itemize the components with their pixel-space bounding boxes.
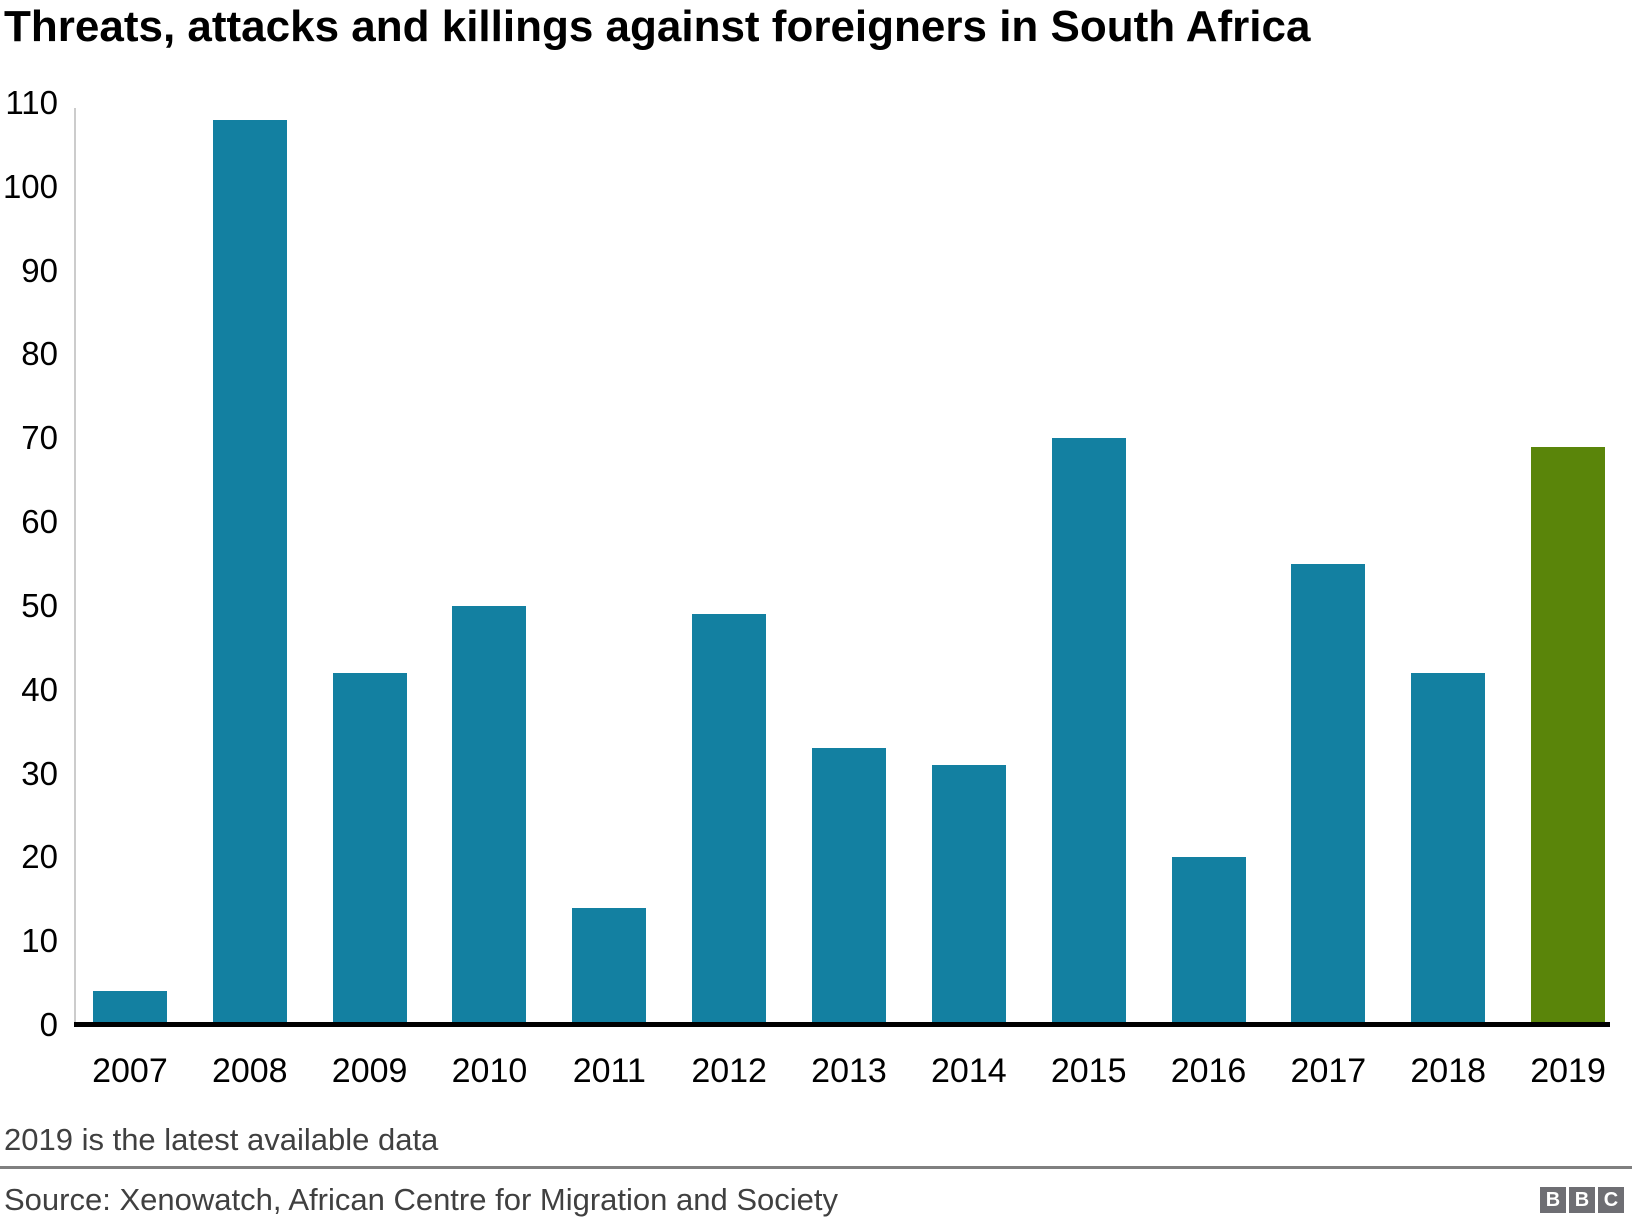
chart-title: Threats, attacks and killings against fo… bbox=[4, 2, 1311, 51]
x-tick-label: 2015 bbox=[1050, 1052, 1127, 1090]
y-axis-line bbox=[74, 108, 76, 1025]
bar-column bbox=[310, 103, 430, 1025]
plot-area bbox=[70, 103, 1628, 1025]
bar-2016 bbox=[1171, 857, 1246, 1025]
y-axis: 0 10 20 30 40 50 60 70 80 90 100 110 bbox=[0, 0, 58, 1100]
bar-column bbox=[430, 103, 550, 1025]
y-tick-label: 10 bbox=[21, 922, 58, 960]
bar-column bbox=[669, 103, 789, 1025]
bbc-logo-letter: B bbox=[1569, 1187, 1595, 1213]
bar-column bbox=[1508, 103, 1628, 1025]
y-tick-label: 110 bbox=[5, 84, 58, 121]
x-tick-label: 2012 bbox=[691, 1052, 767, 1090]
x-tick-label: 2007 bbox=[92, 1052, 168, 1090]
y-tick-label: 100 bbox=[2, 167, 58, 205]
bar-column bbox=[1268, 103, 1388, 1025]
bar-2010 bbox=[452, 605, 527, 1025]
bar-2015 bbox=[1051, 438, 1126, 1025]
bar-2014 bbox=[931, 765, 1006, 1025]
bar-2009 bbox=[332, 672, 407, 1025]
y-tick-label: 20 bbox=[21, 838, 58, 876]
bar-2017 bbox=[1291, 564, 1366, 1025]
x-tick-label: 2011 bbox=[572, 1052, 646, 1090]
x-tick-label: 2010 bbox=[451, 1052, 528, 1090]
chart-footnote: 2019 is the latest available data bbox=[4, 1122, 439, 1157]
y-tick-label: 50 bbox=[21, 586, 58, 624]
footer-divider bbox=[0, 1166, 1632, 1169]
bbc-logo-letter: C bbox=[1598, 1187, 1624, 1213]
bar-2007 bbox=[92, 991, 167, 1025]
x-tick-label: 2008 bbox=[211, 1052, 288, 1090]
y-tick-label: 0 bbox=[39, 1006, 58, 1043]
x-tick-label: 2018 bbox=[1410, 1052, 1487, 1090]
y-tick-label: 30 bbox=[21, 754, 58, 792]
bar-2019 bbox=[1531, 446, 1606, 1025]
bar-column bbox=[1149, 103, 1269, 1025]
bar-column bbox=[70, 103, 190, 1025]
x-tick-label: 2019 bbox=[1530, 1052, 1606, 1090]
bar-column bbox=[549, 103, 669, 1025]
x-tick-label: 2016 bbox=[1170, 1052, 1247, 1090]
y-tick-label: 90 bbox=[21, 251, 58, 289]
bar-column bbox=[789, 103, 909, 1025]
bar-column bbox=[909, 103, 1029, 1025]
x-tick-label: 2013 bbox=[811, 1052, 887, 1090]
x-tick-label: 2014 bbox=[931, 1052, 1007, 1090]
bar-column bbox=[190, 103, 310, 1025]
bar-2008 bbox=[212, 119, 287, 1025]
bar-2012 bbox=[692, 614, 767, 1025]
bar-column bbox=[1029, 103, 1149, 1025]
y-tick-label: 80 bbox=[21, 335, 58, 373]
bar-2018 bbox=[1411, 672, 1486, 1025]
x-axis-baseline bbox=[74, 1022, 1610, 1027]
bar-2011 bbox=[572, 907, 647, 1025]
y-tick-label: 40 bbox=[21, 670, 58, 708]
y-tick-label: 60 bbox=[21, 503, 58, 541]
source-credit: Source: Xenowatch, African Centre for Mi… bbox=[4, 1182, 838, 1217]
bar-column bbox=[1388, 103, 1508, 1025]
x-tick-label: 2017 bbox=[1290, 1052, 1367, 1090]
y-tick-label: 70 bbox=[21, 419, 58, 457]
x-tick-label: 2009 bbox=[331, 1052, 408, 1090]
bar-2013 bbox=[811, 748, 886, 1025]
x-axis: 2007 2008 2009 2010 2011 2012 2013 2014 2015 2016… bbox=[70, 1046, 1628, 1096]
bbc-logo-letter: B bbox=[1540, 1187, 1566, 1213]
